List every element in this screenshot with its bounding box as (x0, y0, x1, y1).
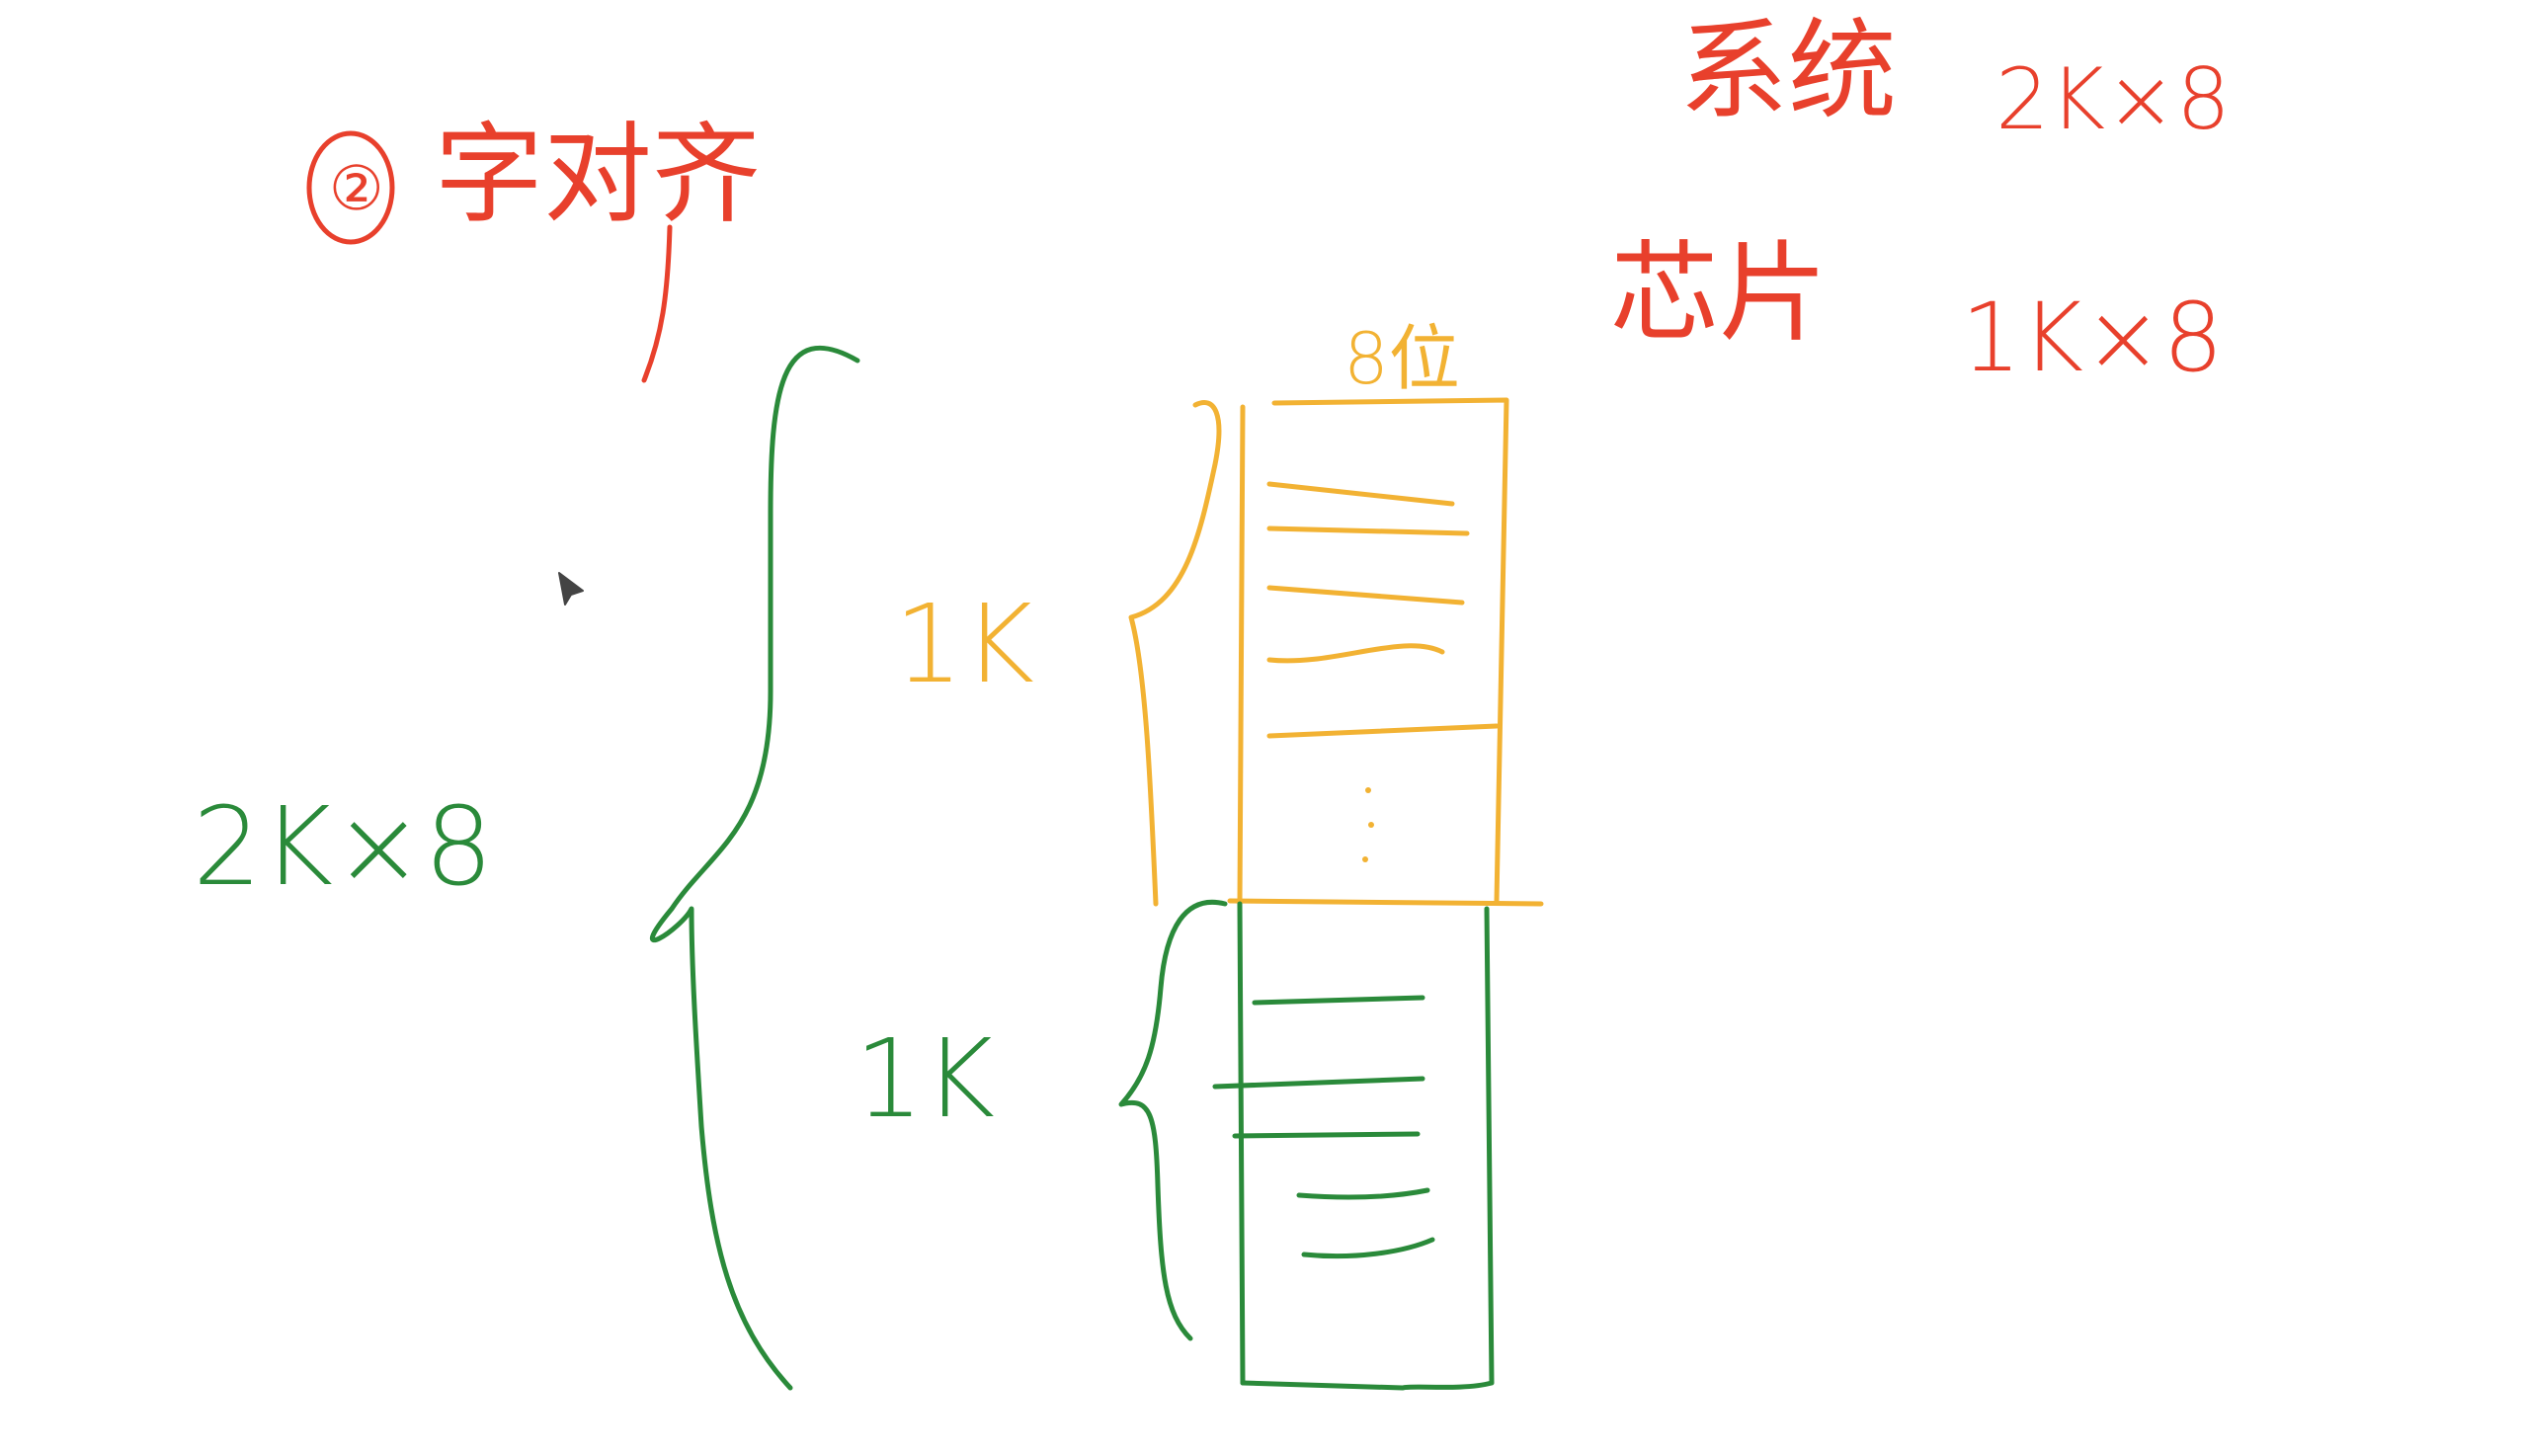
section-number: ② (329, 152, 384, 224)
upper-chip: 8位 1K (894, 317, 1544, 907)
section-heading: ② 字对齐 (306, 112, 761, 383)
system-spec: 系统 2K×8 (1679, 8, 2231, 149)
pen-cursor-icon (558, 572, 584, 606)
chip-spec: 芯片 1K×8 (1610, 230, 2224, 393)
lower-block-label: 1K (855, 1015, 995, 1142)
section-title: 字对齐 (435, 112, 761, 238)
total-capacity: 2K×8 (193, 783, 493, 910)
system-value: 2K×8 (1995, 50, 2231, 149)
system-label: 系统 (1679, 8, 1897, 134)
total-capacity-label: 2K×8 (193, 783, 493, 910)
big-brace (649, 346, 860, 1391)
chip-value: 1K×8 (1961, 283, 2224, 393)
chip-label: 芯片 (1610, 230, 1828, 357)
upper-block-label: 1K (894, 581, 1034, 707)
bit-width-label: 8位 (1343, 317, 1460, 400)
lower-chip: 1K (855, 899, 1495, 1391)
